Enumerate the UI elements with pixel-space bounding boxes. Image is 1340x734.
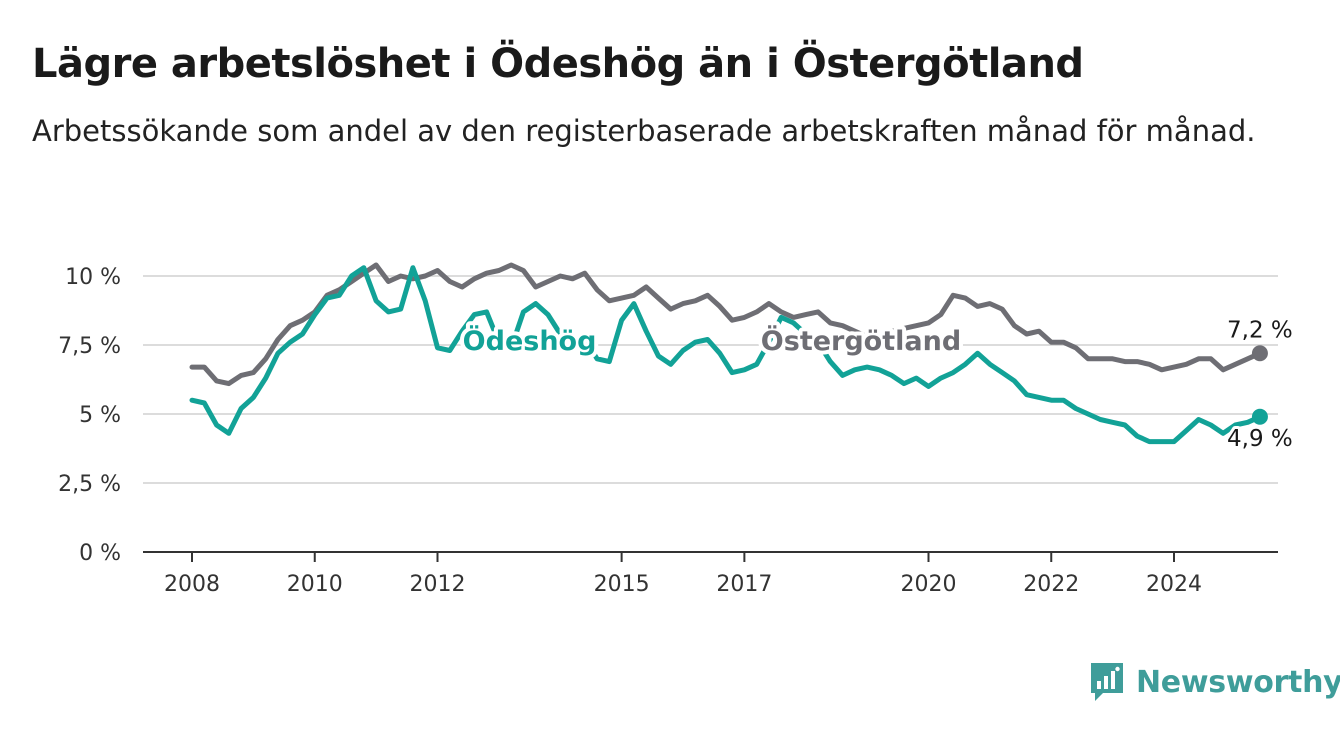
- ostergotland-series-label: Östergötland: [761, 324, 961, 357]
- x-tick-label: 2010: [287, 572, 343, 597]
- newsworthy-brand[interactable]: Newsworthy: [1088, 660, 1340, 704]
- x-tick-label: 2024: [1146, 572, 1202, 597]
- brand-name: Newsworthy: [1136, 664, 1340, 700]
- y-tick-label: 10 %: [65, 265, 121, 290]
- y-axis-ticks: 0 % 2,5 % 5 % 7,5 % 10 %: [58, 265, 121, 566]
- x-tick-label: 2008: [164, 572, 220, 597]
- x-axis-ticks: 2008 2010 2012 2015 2017 2020 2022 2024: [164, 552, 1202, 597]
- y-tick-label: 5 %: [79, 403, 121, 428]
- y-tick-label: 7,5 %: [58, 334, 121, 359]
- odeshog-line: [189, 265, 1263, 445]
- ostergotland-end-point: [1251, 345, 1268, 362]
- ostergotland-line: [189, 262, 1263, 387]
- x-tick-label: 2012: [410, 572, 466, 597]
- series-labels: 7,2 % 4,9 % Ödeshög Östergötland: [459, 314, 1296, 454]
- chart-subtitle: Arbetssökande som andel av den registerb…: [32, 114, 1256, 148]
- chart-title: Lägre arbetslöshet i Ödeshög än i Österg…: [32, 41, 1084, 87]
- y-tick-label: 0 %: [79, 541, 121, 566]
- x-tick-label: 2022: [1023, 572, 1079, 597]
- odeshog-series-label: Ödeshög: [463, 324, 597, 357]
- ostergotland-end-label: 7,2 %: [1227, 317, 1293, 343]
- series-lines: [189, 262, 1268, 445]
- x-tick-label: 2015: [594, 572, 650, 597]
- x-tick-label: 2020: [901, 572, 957, 597]
- odeshog-end-label: 4,9 %: [1227, 426, 1293, 452]
- newsworthy-logo-icon: [1091, 663, 1123, 701]
- y-tick-label: 2,5 %: [58, 472, 121, 497]
- x-tick-label: 2017: [716, 572, 772, 597]
- odeshog-end-point: [1251, 408, 1268, 425]
